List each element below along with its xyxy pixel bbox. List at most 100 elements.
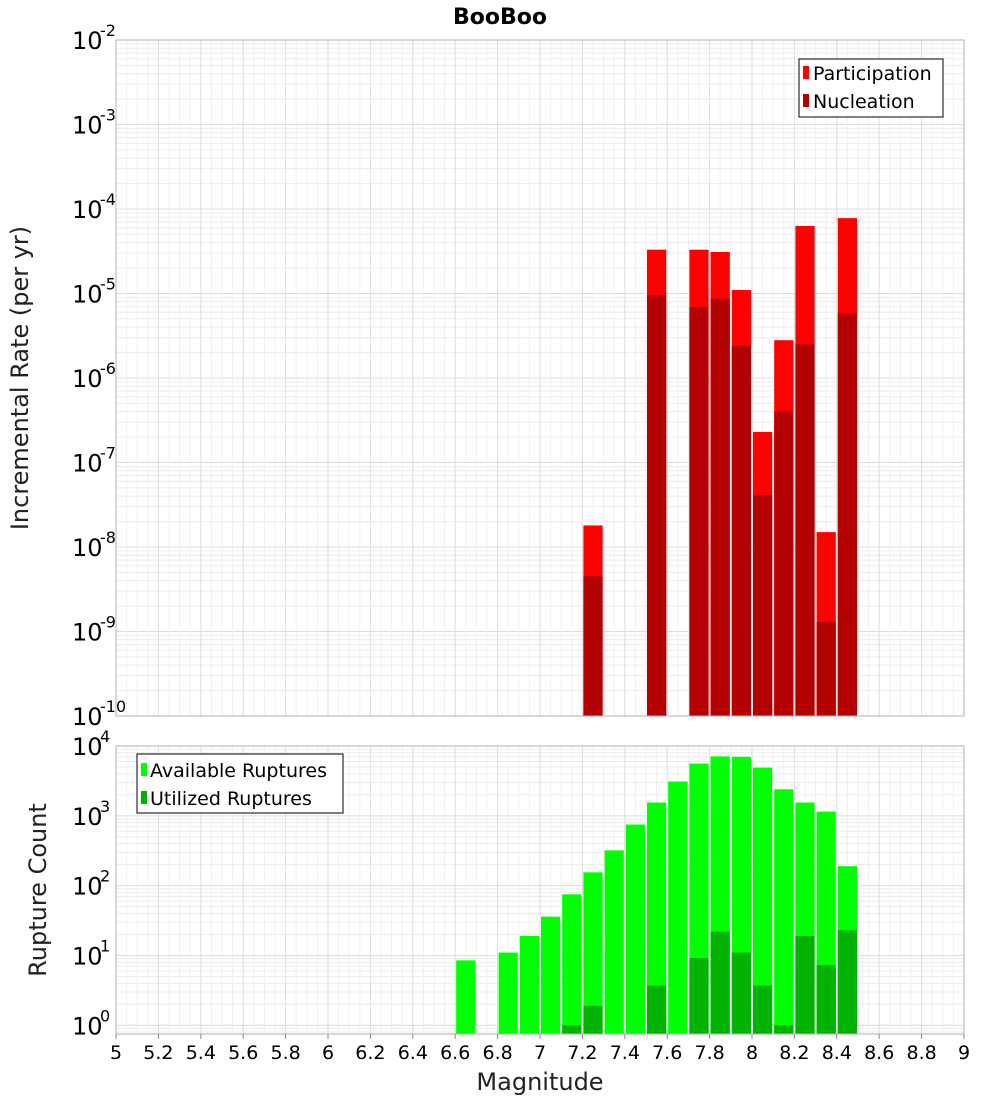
bottom-y-tick-exponent: 4 — [100, 727, 110, 746]
bottom-bar-series1 — [541, 916, 561, 1034]
top-plot-border — [115, 39, 965, 717]
top-y-tick-label: 10 — [72, 703, 103, 731]
bottom-y-axis-label: Rupture Count — [24, 803, 52, 977]
bottom-y-tick-label: 10 — [72, 733, 103, 761]
legend-label-nucleation: Nucleation — [813, 91, 915, 113]
x-tick-label: 5.6 — [228, 1042, 258, 1064]
top-y-tick-exponent: -8 — [100, 528, 116, 547]
x-tick-label: 6.2 — [355, 1042, 385, 1064]
x-tick-label: 6.4 — [398, 1042, 428, 1064]
legend-swatch-participation — [803, 66, 809, 79]
top-bar-series2 — [647, 295, 667, 716]
bottom-y-tick-exponent: 1 — [100, 936, 110, 955]
x-tick-label: 7 — [534, 1042, 546, 1064]
bottom-bar-series1 — [774, 789, 794, 1034]
bottom-y-tick-exponent: 3 — [100, 797, 110, 816]
top-y-tick-label: 10 — [72, 112, 103, 140]
bottom-bars — [456, 756, 857, 1034]
top-y-tick-exponent: -5 — [100, 275, 116, 294]
x-tick-label: 7.6 — [652, 1042, 682, 1064]
x-tick-label: 8.2 — [779, 1042, 809, 1064]
bottom-bar-series1 — [604, 850, 624, 1034]
x-tick-label: 6.8 — [482, 1042, 512, 1064]
bottom-bar-series1 — [519, 935, 539, 1034]
top-y-tick-exponent: -9 — [100, 613, 116, 632]
top-y-tick-exponent: -2 — [100, 21, 116, 40]
top-bar-series2 — [795, 344, 815, 716]
top-y-tick-label: 10 — [72, 619, 103, 647]
bottom-legend-box — [136, 753, 344, 814]
bottom-y-tick-label: 10 — [72, 873, 103, 901]
bottom-bar-series2 — [562, 1025, 582, 1034]
bottom-bar-series1 — [647, 802, 667, 1034]
bottom-y-tick-exponent: 2 — [100, 867, 110, 886]
top-bar-series2 — [731, 345, 751, 716]
x-axis-label: Magnitude — [476, 1068, 603, 1096]
top-bar-series2 — [583, 576, 603, 716]
x-tick-label: 7.8 — [694, 1042, 724, 1064]
x-tick-label: 5.2 — [143, 1042, 173, 1064]
top-bar-series2 — [837, 313, 857, 716]
bottom-bar-series1 — [498, 952, 518, 1034]
top-y-tick-exponent: -4 — [100, 190, 116, 209]
bottom-y-tick-label: 10 — [72, 803, 103, 831]
top-bar-series2 — [710, 298, 730, 716]
legend-label-participation: Participation — [813, 63, 932, 85]
top-y-tick-label: 10 — [72, 27, 103, 55]
top-y-axis-label: Incremental Rate (per yr) — [6, 226, 34, 530]
x-tick-label: 5.4 — [186, 1042, 216, 1064]
top-y-tick-label: 10 — [72, 450, 103, 478]
top-grid — [115, 40, 965, 717]
top-y-tick-exponent: -7 — [100, 444, 116, 463]
bottom-bar-series2 — [710, 931, 730, 1034]
bottom-bar-series1 — [753, 767, 773, 1034]
x-tick-label: 5 — [110, 1042, 122, 1064]
x-tick-label: 6 — [322, 1042, 334, 1064]
x-tick-label: 7.4 — [610, 1042, 640, 1064]
bottom-bar-series1 — [562, 894, 582, 1034]
top-y-tick-label: 10 — [72, 534, 103, 562]
top-bars — [583, 218, 857, 717]
bottom-bar-series2 — [837, 930, 857, 1034]
bottom-bar-series2 — [731, 952, 751, 1034]
bottom-legend: Available Ruptures Utilized Ruptures — [136, 753, 344, 814]
top-legend: Participation Nucleation — [798, 58, 944, 118]
top-bar-series2 — [774, 411, 794, 716]
bottom-y-tick-exponent: 0 — [100, 1006, 110, 1025]
top-y-tick-label: 10 — [72, 196, 103, 224]
bottom-y-tick-label: 10 — [72, 1012, 103, 1040]
legend-label-available-ruptures: Available Ruptures — [150, 760, 327, 782]
top-bar-series2 — [753, 495, 773, 716]
top-bar-series2 — [816, 621, 836, 716]
x-tick-label: 8.6 — [864, 1042, 894, 1064]
top-y-tick-exponent: -10 — [100, 697, 126, 716]
x-tick-label: 5.8 — [270, 1042, 300, 1064]
bottom-bar-series2 — [753, 985, 773, 1034]
top-y-tick-label: 10 — [72, 281, 103, 309]
x-axis-ticks: 5 5.2 5.4 5.6 5.8 6 6.2 6.4 6.6 6.8 7 7.2 7.4 7.6 7.8 8… — [110, 1034, 970, 1064]
top-y-tick-exponent: -3 — [100, 106, 116, 125]
legend-swatch-utilized-ruptures — [141, 791, 147, 804]
legend-swatch-nucleation — [803, 94, 809, 107]
top-y-tick-exponent: -6 — [100, 359, 116, 378]
bottom-bar-series2 — [816, 965, 836, 1034]
bottom-y-tick-label: 10 — [72, 942, 103, 970]
x-tick-label: 9 — [958, 1042, 970, 1064]
legend-swatch-available-ruptures — [141, 763, 147, 776]
bottom-bar-series2 — [583, 1005, 603, 1034]
x-tick-label: 8.4 — [822, 1042, 852, 1064]
bottom-bar-series1 — [668, 781, 688, 1034]
top-y-tick-label: 10 — [72, 365, 103, 393]
x-tick-label: 8.8 — [906, 1042, 936, 1064]
bottom-bar-series2 — [795, 935, 815, 1034]
top-legend-box — [798, 58, 944, 118]
legend-label-utilized-ruptures: Utilized Ruptures — [150, 788, 312, 810]
bottom-bar-series1 — [625, 824, 645, 1034]
chart-title: BooBoo — [453, 5, 547, 30]
bottom-bar-series1 — [583, 872, 603, 1034]
